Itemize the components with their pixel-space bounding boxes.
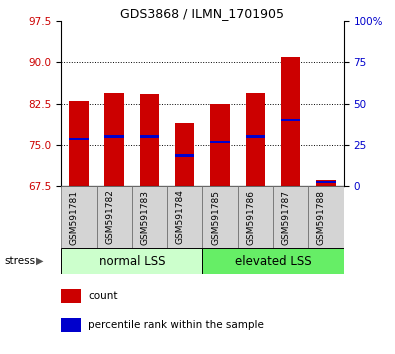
Bar (61, 318, 81, 332)
Bar (281, 57, 301, 186)
Bar (175, 154, 194, 157)
Bar (175, 123, 194, 186)
Bar (211, 104, 230, 186)
Bar (140, 94, 159, 186)
Text: count: count (88, 291, 118, 301)
Bar (61, 186, 96, 248)
Text: GSM591786: GSM591786 (246, 190, 256, 245)
Text: ▶: ▶ (36, 256, 44, 266)
Text: GSM591783: GSM591783 (141, 190, 149, 245)
Bar (104, 93, 124, 186)
Bar (69, 101, 88, 186)
Text: GSM591788: GSM591788 (317, 190, 326, 245)
Text: percentile rank within the sample: percentile rank within the sample (88, 320, 264, 330)
Bar (281, 119, 301, 121)
Text: GSM591784: GSM591784 (176, 190, 185, 245)
Bar (61, 289, 81, 303)
Bar (246, 93, 265, 186)
Text: normal LSS: normal LSS (99, 255, 165, 268)
Bar (308, 186, 344, 248)
Bar (273, 186, 308, 248)
Text: GSM591781: GSM591781 (70, 190, 79, 245)
Title: GDS3868 / ILMN_1701905: GDS3868 / ILMN_1701905 (120, 7, 284, 20)
Bar (211, 141, 230, 143)
Bar (140, 135, 159, 138)
Bar (202, 186, 238, 248)
Bar (246, 135, 265, 138)
Text: GSM591787: GSM591787 (282, 190, 291, 245)
Bar (69, 138, 88, 141)
Text: GSM591782: GSM591782 (105, 190, 114, 245)
Text: GSM591785: GSM591785 (211, 190, 220, 245)
Bar (316, 181, 336, 183)
Bar (61, 248, 202, 274)
Bar (202, 248, 344, 274)
Bar (316, 181, 336, 186)
Bar (132, 186, 167, 248)
Text: elevated LSS: elevated LSS (235, 255, 311, 268)
Bar (238, 186, 273, 248)
Bar (96, 186, 132, 248)
Bar (104, 135, 124, 138)
Text: stress: stress (4, 256, 35, 266)
Bar (167, 186, 202, 248)
